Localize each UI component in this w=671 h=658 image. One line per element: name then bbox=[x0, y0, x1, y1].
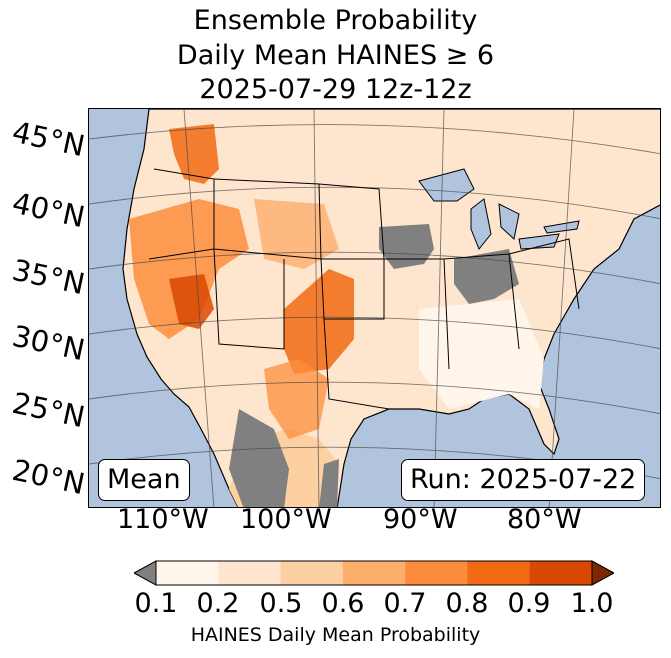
texas-mid-prob bbox=[264, 359, 329, 439]
colorbar-tick-0.6: 0.6 bbox=[321, 588, 365, 619]
map-canvas bbox=[89, 109, 660, 507]
graticule bbox=[89, 109, 660, 507]
gulf-below-threshold bbox=[319, 459, 339, 507]
ohio-valley-below-threshold bbox=[454, 249, 519, 304]
colorbar-over-arrow bbox=[591, 560, 614, 586]
colorbar-segment bbox=[405, 561, 468, 585]
colorbar-tick-0.9: 0.9 bbox=[507, 588, 551, 619]
title-line-2: Daily Mean HAINES ≥ 6 bbox=[176, 40, 495, 71]
colorbar-tick-0.8: 0.8 bbox=[445, 588, 489, 619]
colorbar-outline bbox=[155, 560, 593, 586]
colorbar bbox=[134, 560, 614, 586]
lat-label-30: 30°N bbox=[9, 318, 88, 368]
colorbar-tick-0.7: 0.7 bbox=[383, 588, 427, 619]
lon-label-110: 110°W bbox=[117, 504, 209, 535]
colorbar-segment bbox=[156, 561, 219, 585]
colorbar-label: HAINES Daily Mean Probability bbox=[190, 624, 481, 646]
run-badge: Run: 2025-07-22 bbox=[401, 459, 646, 501]
west-high-prob-area bbox=[169, 124, 219, 184]
lon-label-100: 100°W bbox=[240, 504, 332, 535]
lat-label-25: 25°N bbox=[9, 385, 88, 435]
mexico-below-threshold bbox=[229, 409, 289, 507]
title-line-3: 2025-07-29 12z-12z bbox=[199, 74, 472, 105]
lon-label-80: 80°W bbox=[507, 504, 582, 535]
colorbar-segment bbox=[529, 561, 593, 585]
state-borders bbox=[148, 168, 580, 410]
colorbar-segment bbox=[342, 561, 406, 585]
lat-label-45: 45°N bbox=[9, 114, 88, 164]
colorbar-tick-0.2: 0.2 bbox=[196, 588, 240, 619]
great-basin-high-prob bbox=[129, 199, 249, 339]
new-mexico-high-prob bbox=[284, 269, 354, 374]
colorbar-tick-0.1: 0.1 bbox=[134, 588, 178, 619]
lat-label-20: 20°N bbox=[9, 452, 88, 502]
great-lakes bbox=[418, 168, 580, 250]
colorbar-tick-1.0: 1.0 bbox=[570, 588, 614, 619]
lat-label-35: 35°N bbox=[9, 252, 88, 302]
title-line-1: Ensemble Probability bbox=[193, 5, 478, 36]
lon-label-90: 90°W bbox=[383, 504, 458, 535]
lat-label-40: 40°N bbox=[9, 185, 88, 235]
map-panel: Mean Run: 2025-07-22 bbox=[88, 108, 661, 508]
colorbar-under-arrow bbox=[134, 560, 157, 586]
plains-mid-prob bbox=[254, 199, 339, 269]
midwest-below-threshold bbox=[379, 224, 434, 269]
mean-badge: Mean bbox=[98, 459, 190, 501]
colorbar-segment bbox=[218, 561, 282, 585]
colorbar-segment bbox=[280, 561, 344, 585]
colorbar-tick-0.5: 0.5 bbox=[259, 588, 303, 619]
colorbar-segment bbox=[467, 561, 531, 585]
southwest-high-prob bbox=[169, 274, 214, 329]
